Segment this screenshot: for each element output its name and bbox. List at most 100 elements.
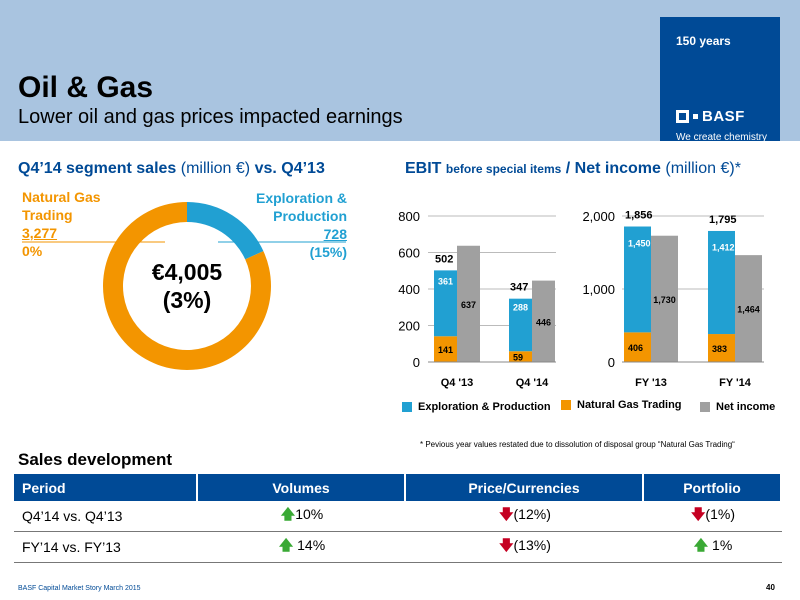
page-subtitle: Lower oil and gas prices impacted earnin… (18, 106, 403, 128)
footnote: * Pevious year values restated due to di… (420, 440, 735, 449)
brand-box: 150 years BASF We create chemistry (660, 17, 780, 143)
header-period: Period (14, 474, 198, 501)
annual-bar-chart: 0 1,000 2,000 406 1,450 1,730 1,856 FY '13 383 1,… (582, 209, 764, 389)
data-label-net-income: 637 (461, 300, 476, 310)
arrow-up-icon: 🡅 (693, 538, 709, 554)
data-label-natural-gas: 406 (628, 343, 643, 353)
cell-price: 🡇(12%) (406, 501, 644, 532)
x-category-label: Q4 '14 (516, 377, 549, 389)
ebit-heading-slash: / (565, 160, 571, 177)
exp-name-2: Production (273, 208, 347, 224)
data-label-ebit-total: 1,795 (709, 214, 737, 226)
ngt-name-1: Natural Gas (22, 189, 101, 205)
data-label-net-income: 1,730 (653, 295, 676, 305)
basf-logo: BASF (676, 108, 745, 125)
data-label-ebit-total: 502 (435, 253, 453, 265)
data-label-ebit-total: 347 (510, 282, 528, 294)
y-tick-label: 2,000 (582, 209, 615, 224)
data-label-natural-gas: 141 (438, 345, 453, 355)
cell-price-value: (12%) (513, 506, 551, 522)
heading-bold: Q4’14 segment sales (18, 160, 177, 177)
data-label-exploration: 288 (513, 303, 528, 313)
data-label-exploration: 1,412 (712, 242, 735, 252)
legend-label-exploration: Exploration & Production (418, 401, 551, 413)
ngt-name-2: Trading (22, 207, 73, 223)
segment-sales-heading: Q4’14 segment sales (million €) vs. Q4’1… (18, 160, 325, 178)
table-row: Q4’14 vs. Q4’13 🡅10% 🡇(12%) 🡇(1%) (14, 501, 782, 532)
cell-period-value: Q4’14 vs. Q4’13 (22, 508, 123, 524)
arrow-down-icon: 🡇 (691, 507, 706, 523)
legend-exploration: Exploration & Production (402, 401, 551, 413)
cell-volumes-value: 14% (293, 537, 326, 553)
donut-center-change: (3%) (163, 287, 212, 313)
ngt-label: Natural Gas Trading 3,277 0% (22, 188, 101, 260)
arrow-down-icon: 🡇 (499, 507, 514, 523)
bar-exploration (434, 270, 457, 337)
x-category-label: Q4 '13 (441, 377, 474, 389)
cell-portfolio-value: (1%) (705, 506, 735, 522)
legend-swatch-exploration (402, 402, 412, 412)
page-title: Oil & Gas (18, 71, 154, 104)
donut-chart (22, 202, 346, 370)
cell-period: Q4’14 vs. Q4’13 (14, 501, 198, 532)
donut-center-value: €4,005 (152, 259, 223, 285)
bar-exploration (708, 230, 735, 335)
ebit-heading-bold: EBIT (405, 160, 442, 177)
bar-natural-gas (509, 351, 532, 362)
cell-period: FY’14 vs. FY’13 (14, 532, 198, 563)
logo-dot-icon (693, 114, 698, 119)
cell-price-value: (13%) (513, 537, 551, 553)
donut-slice-exploration (187, 202, 264, 260)
header-banner: Oil & Gas Lower oil and gas prices impac… (0, 0, 800, 143)
bar-exploration (624, 226, 651, 333)
heading-vs: vs. Q4’13 (254, 160, 325, 177)
data-label-natural-gas: 383 (712, 344, 727, 354)
data-label-exploration: 361 (438, 276, 453, 286)
y-tick-label: 600 (398, 246, 420, 261)
ngt-value: 3,277 (22, 225, 58, 241)
x-category-label: FY '13 (635, 377, 667, 389)
legend-swatch-ngt (561, 400, 571, 410)
anniversary-label: 150 years (676, 34, 731, 48)
brand-tagline: We create chemistry (676, 132, 767, 143)
y-tick-label: 200 (398, 319, 420, 334)
cell-volumes: 🡅10% (198, 501, 406, 532)
bar-exploration (509, 298, 532, 352)
ebit-heading-small: before special items (445, 162, 562, 176)
sales-development-table: Period Volumes Price/Currencies Portfoli… (14, 474, 782, 563)
bar-natural-gas (708, 334, 735, 362)
exp-change: (15%) (309, 244, 347, 260)
cell-volumes-value: 10% (295, 506, 324, 522)
data-label-exploration: 1,450 (628, 238, 651, 248)
ebit-heading: EBIT before special items / Net income (… (405, 160, 741, 178)
cell-price: 🡇(13%) (406, 532, 644, 563)
bar-net-income (532, 280, 555, 362)
bar-net-income (735, 255, 762, 362)
arrow-up-icon: 🡅 (280, 507, 296, 523)
y-tick-label: 1,000 (582, 282, 615, 297)
exp-value: 728 (323, 226, 347, 242)
cell-volumes: 🡅 14% (198, 532, 406, 563)
data-label-ebit-total: 1,856 (625, 210, 653, 222)
x-category-label: FY '14 (719, 377, 752, 389)
y-tick-label: 800 (398, 209, 420, 224)
sales-development-title: Sales development (18, 450, 173, 469)
table-header-row: Period Volumes Price/Currencies Portfoli… (14, 474, 782, 501)
arrow-down-icon: 🡇 (499, 538, 514, 554)
logo-square-icon (676, 110, 689, 123)
y-tick-label: 400 (398, 282, 420, 297)
legend-swatch-net-income (700, 402, 710, 412)
legend-ngt: Natural Gas Trading (561, 399, 682, 411)
legend-label-net-income: Net income (716, 401, 776, 413)
bar-net-income (457, 245, 480, 362)
logo-text: BASF (702, 108, 745, 125)
heading-unit: (million €) (180, 160, 251, 177)
table-row: FY’14 vs. FY’13 🡅 14% 🡇(13%) 🡅 1% (14, 532, 782, 563)
bar-natural-gas (434, 336, 457, 362)
cell-portfolio: 🡇(1%) (644, 501, 782, 532)
header-volumes: Volumes (198, 474, 406, 501)
page-number: 40 (766, 583, 775, 592)
exp-label: Exploration & Production 728 (15%) (256, 189, 347, 261)
arrow-up-icon: 🡅 (278, 538, 294, 554)
